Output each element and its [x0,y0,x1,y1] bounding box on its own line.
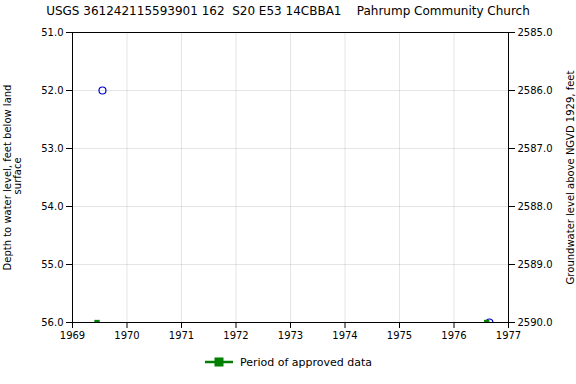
svg-text:2587.0: 2587.0 [518,143,553,154]
svg-text:2586.0: 2586.0 [518,85,553,96]
svg-text:53.0: 53.0 [41,143,63,154]
svg-text:Groundwater level above NGVD 1: Groundwater level above NGVD 1929, feet [565,71,576,285]
html-text:Period of approved data: Period of approved data [239,355,373,369]
svg-text:1975: 1975 [387,330,412,341]
html-text:USGS 361242115593901 162 S20 E: USGS 361242115593901 162 S20 E53 14CBBA1… [46,4,530,18]
svg-text:52.0: 52.0 [41,85,63,96]
svg-text:1971: 1971 [169,330,194,341]
svg-text:55.0: 55.0 [41,259,63,270]
svg-text:2589.0: 2589.0 [518,259,553,270]
svg-text:Depth to water level, feet bel: Depth to water level, feet below land su… [2,85,23,271]
svg-text:2588.0: 2588.0 [518,201,553,212]
svg-text:51.0: 51.0 [41,27,63,38]
svg-text:2590.0: 2590.0 [518,317,553,328]
svg-text:2585.0: 2585.0 [518,27,553,38]
svg-text:56.0: 56.0 [41,317,63,328]
svg-text:1973: 1973 [278,330,303,341]
svg-text:1974: 1974 [332,330,357,341]
svg-text:1972: 1972 [223,330,248,341]
svg-text:1977: 1977 [496,330,521,341]
svg-text:54.0: 54.0 [41,201,63,212]
svg-text:1976: 1976 [441,330,466,341]
svg-text:1970: 1970 [114,330,139,341]
svg-text:1969: 1969 [60,330,85,341]
